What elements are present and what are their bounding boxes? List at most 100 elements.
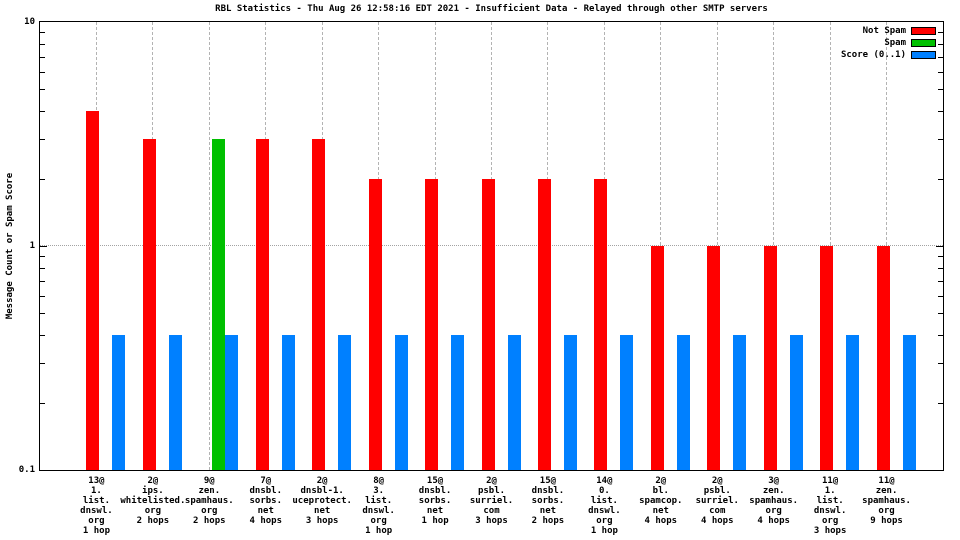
y-minor-tick-left xyxy=(40,256,45,258)
x-tick-label: 11@ zen. spamhaus. org 9 hops xyxy=(842,476,932,526)
y-minor-tick-right xyxy=(938,295,943,297)
x-tick-label-line: spamhaus. xyxy=(184,496,234,506)
legend-item: Score (0..1) xyxy=(841,50,936,60)
y-minor-tick-right xyxy=(938,43,943,45)
x-tick-label-line: sorbs. xyxy=(531,496,565,506)
y-minor-tick-left xyxy=(40,178,45,180)
plot-area: Not Spam Spam Score (0..1) xyxy=(39,21,944,471)
y-minor-tick-left xyxy=(40,363,45,365)
x-tick-label-line: sorbs. xyxy=(418,496,452,506)
x-tick-label-line: sorbs. xyxy=(249,496,282,506)
x-tick-label-line: com xyxy=(483,506,500,516)
y-minor-tick-right xyxy=(938,267,943,269)
bar-score-0-1--cat14 xyxy=(846,335,860,470)
x-tick-label-line: 1 hop xyxy=(365,526,393,536)
x-tick-label: 3@ zen. spamhaus. org 4 hops xyxy=(729,476,819,526)
legend-swatch xyxy=(911,39,936,47)
bar-not-spam-cat8 xyxy=(481,178,495,470)
bar-not-spam-cat10 xyxy=(594,178,608,470)
x-tick-label-line: 2@ xyxy=(147,476,159,486)
x-tick-label-line: 2 hops xyxy=(136,516,170,526)
x-tick-label-line: 2@ xyxy=(655,476,667,486)
y-minor-tick-left xyxy=(40,295,45,297)
bar-score-0-1--cat13 xyxy=(789,335,803,470)
x-tick-label-line: ips. xyxy=(142,486,164,496)
x-tick-label-line: dnsbl. xyxy=(249,486,282,496)
x-tick-label: 15@ dnsbl. sorbs. net 2 hops xyxy=(503,476,593,526)
x-tick-label-line: 11@ xyxy=(821,476,839,486)
y-minor-tick-right xyxy=(938,71,943,73)
x-tick-label-line: dnswl. xyxy=(813,506,847,516)
bar-not-spam-cat12 xyxy=(707,246,721,470)
y-minor-tick-left xyxy=(40,111,45,113)
bar-spam-cat3 xyxy=(212,139,226,470)
x-tick-label-line: 1 hop xyxy=(590,526,618,536)
y-minor-tick-left xyxy=(40,335,45,337)
y-minor-tick-left xyxy=(40,267,45,269)
legend-item: Spam xyxy=(841,38,936,48)
x-tick-label-line: list. xyxy=(816,496,844,506)
x-tick-label-line: zen. xyxy=(198,486,221,496)
x-tick-label-line: net xyxy=(426,506,444,516)
x-tick-label-line: 15@ xyxy=(426,476,444,486)
bar-not-spam-cat7 xyxy=(425,178,439,470)
x-tick-label-line: zen. xyxy=(762,486,785,496)
x-tick-label-line: 1. xyxy=(824,486,836,496)
x-tick-label-line: dnswl. xyxy=(80,506,113,516)
x-tick-label-line: psbl. xyxy=(477,486,506,496)
x-tick-label-line: spamhaus. xyxy=(862,496,911,506)
x-tick-label-line: 11@ xyxy=(878,476,895,486)
x-tick-label-line: org xyxy=(765,506,782,516)
x-tick-label-line: bl. xyxy=(652,486,669,496)
x-tick-label-line: net xyxy=(652,506,669,516)
y-minor-tick-left xyxy=(40,71,45,73)
bar-not-spam-cat15 xyxy=(876,246,890,470)
y-major-tick-left xyxy=(40,246,47,247)
y-minor-tick-left xyxy=(40,313,45,315)
y-minor-tick-right xyxy=(938,139,943,141)
legend-label: Score (0..1) xyxy=(840,50,906,60)
y-minor-tick-right xyxy=(938,363,943,365)
x-tick-label-line: org xyxy=(878,506,895,516)
y-tick-label-1: 1 xyxy=(29,241,35,251)
y-minor-tick-right xyxy=(938,280,943,282)
y-minor-tick-left xyxy=(40,43,45,45)
x-tick-label-line: net xyxy=(314,506,331,516)
x-tick-label: 2@ bl. spamcop. net 4 hops xyxy=(616,476,706,526)
y-minor-tick-left xyxy=(40,139,45,141)
legend-label: Spam xyxy=(884,38,906,48)
x-tick-label-line: dnsbl. xyxy=(418,486,452,496)
bar-not-spam-cat11 xyxy=(650,246,664,470)
x-tick-label-line: list. xyxy=(590,496,618,506)
x-tick-label-line: 2@ xyxy=(486,476,497,486)
x-tick-label-line: surriel. xyxy=(695,496,739,506)
x-tick-label-line: net xyxy=(539,506,557,516)
y-tick-label-10: 10 xyxy=(24,17,35,27)
bar-not-spam-cat4 xyxy=(255,139,269,470)
x-tick-label-line: 4 hops xyxy=(249,516,282,526)
bar-not-spam-cat6 xyxy=(368,178,382,470)
bar-score-0-1--cat15 xyxy=(902,335,916,470)
legend-item: Not Spam xyxy=(841,26,936,36)
x-tick-label-line: spamhaus. xyxy=(749,496,799,506)
x-tick-label: 15@ dnsbl. sorbs. net 1 hop xyxy=(390,476,480,526)
bar-not-spam-cat1 xyxy=(86,111,100,470)
y-tick-label-0.1: 0.1 xyxy=(18,465,35,475)
x-tick-label-line: 9 hops xyxy=(870,516,903,526)
y-minor-tick-left xyxy=(40,32,45,34)
x-tick-label-line: dnswl. xyxy=(588,506,621,516)
x-tick-label: 2@ psbl. surriel. com 3 hops xyxy=(447,476,537,526)
x-tick-label: 2@ psbl. surriel. com 4 hops xyxy=(672,476,762,526)
y-major-tick-right xyxy=(936,246,943,247)
bar-score-0-1--cat11 xyxy=(676,335,690,470)
x-tick-label-line: org xyxy=(596,516,613,526)
legend: Not Spam Spam Score (0..1) xyxy=(841,26,936,62)
bar-score-0-1--cat4 xyxy=(281,335,295,470)
x-tick-label-line: 3 hops xyxy=(475,516,508,526)
bar-not-spam-cat13 xyxy=(763,246,777,470)
bar-score-0-1--cat6 xyxy=(394,335,408,470)
x-tick-label-line: list. xyxy=(82,496,110,506)
x-tick-label-line: 3. xyxy=(373,486,385,496)
x-tick-label-line: psbl. xyxy=(703,486,731,496)
